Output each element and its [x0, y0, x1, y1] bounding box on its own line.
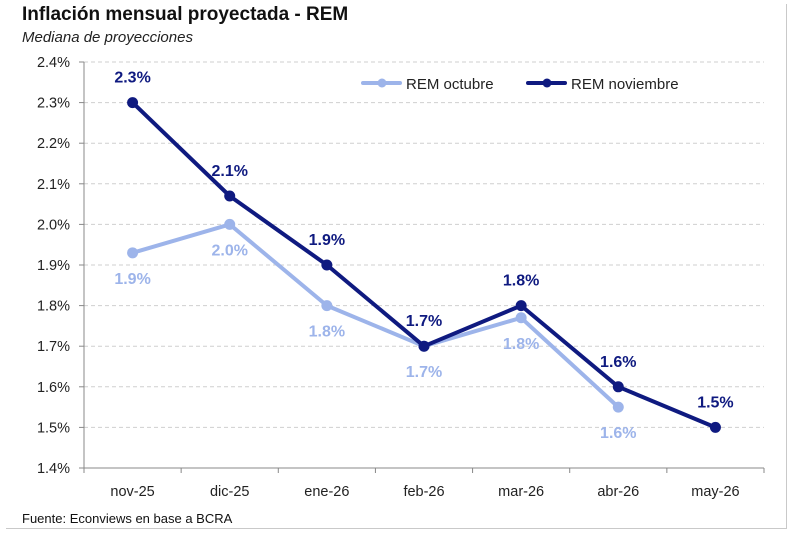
x-tick-label: mar-26	[498, 484, 544, 500]
y-tick-label: 2.1%	[37, 177, 70, 193]
x-tick-label: abr-26	[597, 484, 639, 500]
data-point-noviembre	[321, 259, 333, 271]
series-line-octubre	[130, 222, 621, 410]
legend-label-octubre: REM octubre	[406, 76, 494, 93]
y-tick-label: 1.5%	[37, 420, 70, 436]
grid-layer	[84, 61, 764, 428]
y-tick-label: 1.8%	[37, 299, 70, 315]
data-point-octubre	[321, 300, 333, 312]
y-tick-label: 2.2%	[37, 136, 70, 152]
data-label-octubre: 1.7%	[406, 364, 442, 381]
y-tick-label: 2.3%	[37, 96, 70, 112]
x-tick-label: may-26	[691, 484, 739, 500]
data-point-octubre	[127, 247, 139, 259]
data-label-octubre: 2.0%	[211, 242, 247, 259]
data-point-noviembre	[418, 340, 430, 352]
data-label-noviembre: 1.9%	[309, 232, 345, 249]
data-label-noviembre: 1.7%	[406, 313, 442, 330]
data-point-noviembre	[127, 97, 139, 109]
data-label-octubre: 1.9%	[114, 271, 150, 288]
label-layer: 1.9% 2.0% 1.8% 1.7% 1.8% 1.6% 2.3% 2.1% 1.9% 1.7%…	[114, 70, 733, 443]
y-tick-label: 1.6%	[37, 380, 70, 396]
legend-marker-noviembre	[542, 78, 552, 88]
chart-title: Inflación mensual proyectada - REM	[22, 4, 349, 25]
y-tick-label: 2.4%	[37, 55, 70, 71]
data-label-noviembre: 2.3%	[114, 70, 150, 87]
source-note: Fuente: Econviews en base a BCRA	[22, 511, 233, 526]
data-label-octubre: 1.8%	[309, 324, 345, 341]
data-point-noviembre	[709, 421, 721, 433]
data-label-noviembre: 2.1%	[211, 163, 247, 180]
data-point-noviembre	[224, 190, 236, 202]
series-layer	[127, 97, 721, 433]
legend-marker-octubre	[377, 78, 387, 88]
x-tick-label: feb-26	[403, 484, 444, 500]
data-label-noviembre: 1.5%	[697, 394, 733, 411]
data-point-octubre	[224, 218, 236, 230]
x-tick-label: nov-25	[110, 484, 154, 500]
y-tick-label: 1.9%	[37, 258, 70, 274]
y-tick-label: 1.7%	[37, 339, 70, 355]
data-label-noviembre: 1.6%	[600, 354, 636, 371]
x-tick-label: dic-25	[210, 484, 250, 500]
chart-frame	[6, 4, 787, 529]
data-point-octubre	[612, 401, 624, 413]
data-label-octubre: 1.6%	[600, 425, 636, 442]
data-label-noviembre: 1.8%	[503, 273, 539, 290]
data-point-octubre	[515, 312, 527, 324]
y-tick-label: 2.0%	[37, 217, 70, 233]
axis-layer: 1.4% 1.5% 1.6% 1.7% 1.8% 1.9% 2.0% 2.1% 2.2% 2.3%…	[37, 55, 765, 500]
y-tick-label: 1.4%	[37, 461, 70, 477]
data-label-octubre: 1.8%	[503, 336, 539, 353]
x-tick-label: ene-26	[304, 484, 349, 500]
data-point-noviembre	[612, 381, 624, 393]
data-point-noviembre	[515, 300, 527, 312]
legend: REM octubre REM noviembre	[361, 76, 679, 93]
legend-label-noviembre: REM noviembre	[571, 76, 679, 93]
chart-subtitle: Mediana de proyecciones	[22, 29, 193, 46]
